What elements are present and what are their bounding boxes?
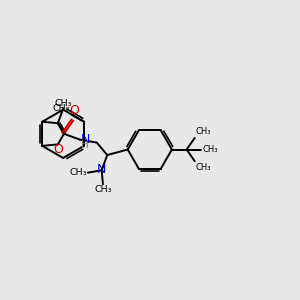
Text: CH₃: CH₃ [52, 104, 70, 113]
Text: CH₃: CH₃ [202, 145, 218, 154]
Text: CH₃: CH₃ [54, 99, 72, 108]
Text: CH₃: CH₃ [195, 127, 211, 136]
Text: CH₃: CH₃ [195, 163, 211, 172]
Text: O: O [69, 104, 79, 117]
Text: H: H [81, 140, 89, 150]
Text: CH₃: CH₃ [94, 185, 112, 194]
Text: N: N [97, 163, 106, 176]
Text: CH₃: CH₃ [69, 168, 87, 177]
Text: N: N [81, 133, 91, 146]
Text: O: O [53, 142, 63, 156]
